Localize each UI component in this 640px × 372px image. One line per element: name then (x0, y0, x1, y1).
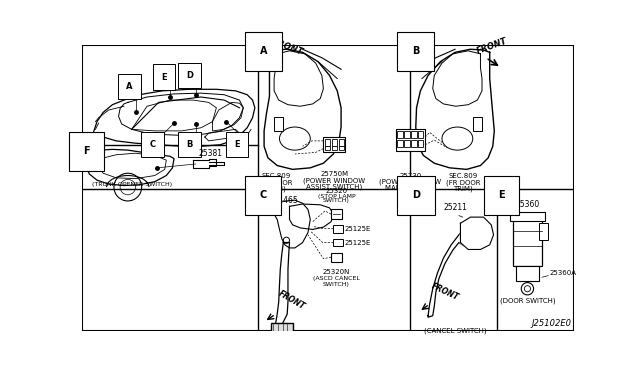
Bar (333, 225, 342, 232)
Bar (411, 131, 417, 138)
Polygon shape (460, 217, 493, 250)
Text: C: C (149, 140, 156, 149)
Bar (404, 131, 410, 138)
Text: 25320: 25320 (325, 188, 348, 194)
Text: 25360A: 25360A (550, 270, 577, 276)
Text: FRONT: FRONT (476, 36, 509, 55)
Text: (DOOR SWITCH): (DOOR SWITCH) (500, 298, 556, 304)
Bar (331, 209, 342, 219)
Text: 25730: 25730 (399, 173, 422, 179)
Bar (516, 266, 539, 281)
Text: (FR DOOR: (FR DOOR (445, 179, 480, 186)
Text: FRONT: FRONT (271, 38, 304, 57)
Bar (274, 117, 284, 131)
Bar (397, 131, 403, 138)
Text: C: C (259, 190, 267, 200)
Text: (ASCD CANCEL: (ASCD CANCEL (313, 276, 360, 280)
Text: 25125E: 25125E (344, 240, 371, 246)
Bar (271, 323, 292, 335)
Text: (POWER WINDOW: (POWER WINDOW (303, 177, 365, 183)
Text: FRONT: FRONT (277, 289, 307, 312)
Bar (339, 140, 344, 145)
Text: (CANCEL SWITCH): (CANCEL SWITCH) (424, 327, 486, 334)
Text: SEC.809: SEC.809 (261, 173, 291, 179)
Text: D: D (186, 71, 193, 80)
Text: SWITCH): SWITCH) (323, 282, 350, 287)
Text: E: E (161, 73, 167, 81)
Bar (323, 137, 345, 153)
Text: A: A (126, 82, 132, 91)
Bar (509, 212, 545, 221)
Text: 25750M: 25750M (320, 171, 348, 177)
Bar (473, 117, 482, 131)
Text: B: B (186, 140, 193, 149)
Bar (396, 129, 425, 151)
Bar (325, 146, 330, 150)
Text: (TRUNK OPENER SWITCH): (TRUNK OPENER SWITCH) (92, 183, 172, 187)
Text: 25360: 25360 (515, 201, 540, 209)
Text: SEC.465: SEC.465 (266, 196, 298, 205)
Bar (339, 146, 344, 150)
Text: E: E (498, 190, 505, 200)
Bar (397, 140, 403, 147)
Text: A: A (259, 46, 267, 56)
Text: SEC.809: SEC.809 (448, 173, 477, 179)
Text: 25381: 25381 (198, 149, 223, 158)
Text: B: B (412, 46, 419, 56)
Text: FRONT: FRONT (431, 281, 461, 302)
Text: TRIM): TRIM) (453, 186, 472, 192)
Text: SWITCH): SWITCH) (323, 198, 350, 203)
Bar (332, 140, 337, 145)
Text: D: D (412, 190, 420, 200)
Text: 25320N: 25320N (323, 269, 350, 276)
Bar (333, 239, 342, 246)
Bar (404, 140, 410, 147)
Bar (411, 140, 417, 147)
Text: 25211: 25211 (443, 203, 467, 212)
Text: (FR DOOR: (FR DOOR (259, 179, 293, 186)
Bar (325, 140, 330, 145)
Bar (332, 146, 337, 150)
Text: ASSIST SWITCH): ASSIST SWITCH) (306, 183, 362, 190)
Bar (418, 131, 424, 138)
Bar (418, 140, 424, 147)
Text: F: F (83, 146, 90, 156)
Text: (POWER WINDOW: (POWER WINDOW (380, 179, 442, 185)
Bar (331, 253, 342, 262)
Text: 25125E: 25125E (344, 226, 371, 232)
Text: (STOP LAMP: (STOP LAMP (317, 194, 355, 199)
Text: TRIM): TRIM) (266, 186, 285, 192)
Text: MAIN SWITCH): MAIN SWITCH) (385, 185, 435, 191)
Text: J25102E0: J25102E0 (531, 319, 572, 328)
Bar (513, 216, 542, 266)
Text: E: E (234, 140, 240, 149)
Bar (539, 223, 548, 240)
